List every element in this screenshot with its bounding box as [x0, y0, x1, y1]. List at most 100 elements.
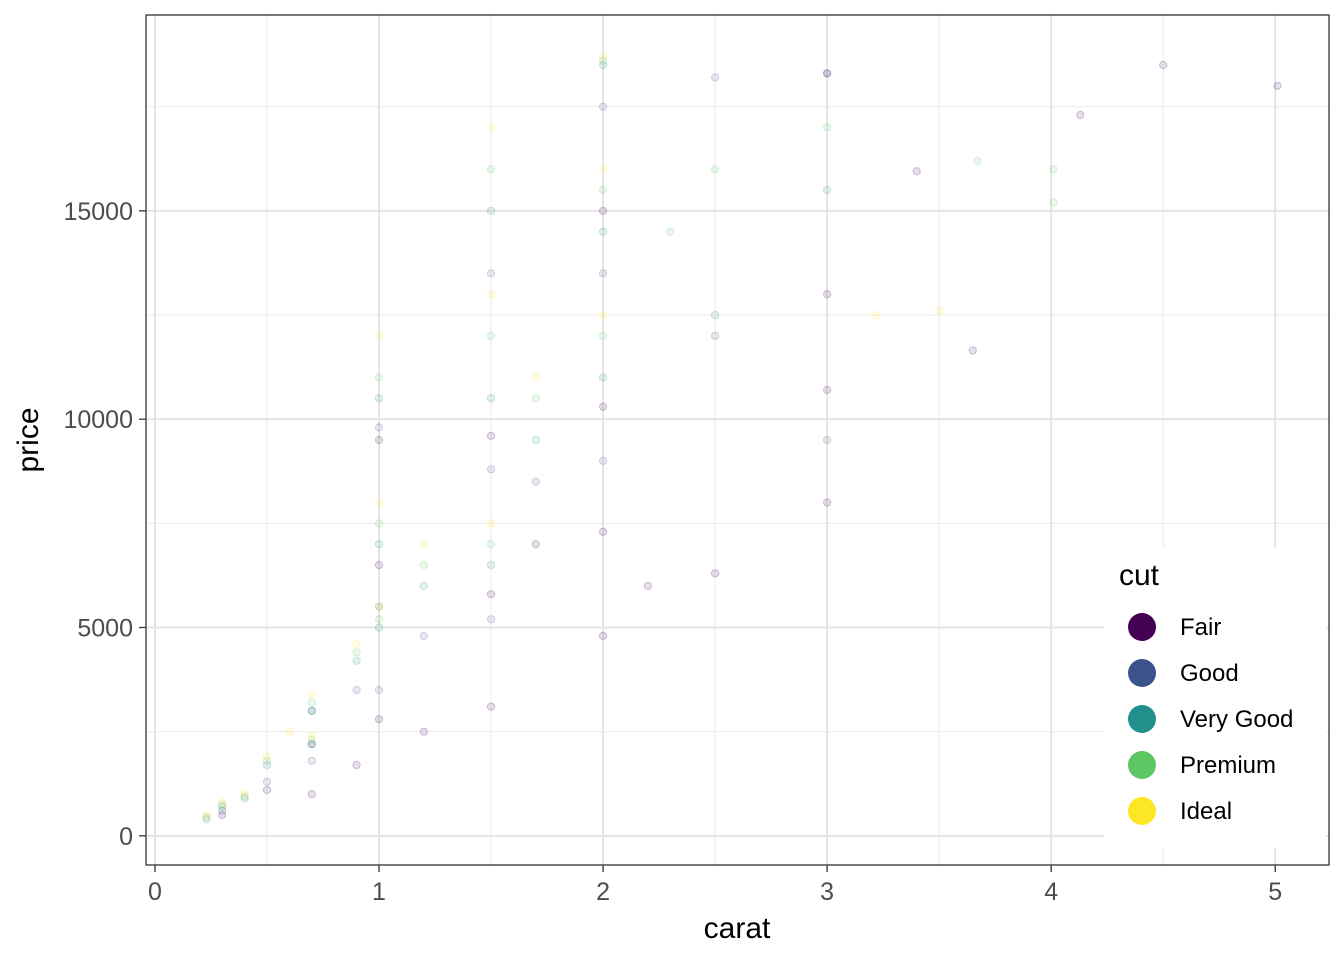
legend-key-fair	[1128, 613, 1156, 641]
data-point	[419, 631, 428, 640]
data-point	[666, 227, 675, 236]
legend-label: Fair	[1180, 614, 1221, 641]
y-axis-title: price	[12, 407, 45, 472]
x-tick-label: 5	[1268, 878, 1282, 906]
data-point	[374, 715, 384, 724]
data-point	[240, 794, 249, 803]
data-point	[352, 640, 361, 649]
data-point	[374, 331, 384, 340]
data-point	[419, 727, 428, 736]
data-point	[374, 685, 384, 695]
legend-label: Ideal	[1180, 798, 1232, 825]
data-point	[598, 52, 608, 61]
data-point	[486, 123, 496, 132]
data-point	[486, 465, 496, 474]
x-tick-label: 3	[820, 878, 834, 906]
data-point	[240, 792, 249, 801]
data-point	[598, 631, 608, 640]
data-point	[486, 615, 496, 624]
data-point	[643, 581, 652, 590]
data-point	[531, 373, 540, 382]
data-point	[374, 560, 384, 570]
data-point	[823, 290, 832, 299]
legend-key-ideal	[1128, 797, 1156, 825]
series-fair	[218, 60, 1282, 820]
scatter-points	[202, 52, 1282, 824]
data-point	[710, 331, 720, 340]
legend-key-premium	[1128, 751, 1156, 779]
data-point	[710, 73, 720, 82]
data-point	[307, 706, 316, 715]
data-point	[262, 756, 272, 765]
minor-gridlines	[146, 15, 1329, 865]
data-point	[823, 435, 832, 445]
x-axis-title: carat	[704, 912, 771, 945]
data-point	[486, 590, 496, 599]
data-point	[598, 456, 608, 465]
data-point	[374, 423, 384, 432]
data-point	[352, 656, 361, 665]
data-point	[823, 69, 832, 78]
series-ideal	[202, 52, 944, 820]
data-point	[1159, 60, 1168, 70]
data-point	[307, 735, 316, 745]
data-point	[218, 802, 227, 811]
data-point	[374, 373, 384, 382]
data-point	[218, 810, 227, 820]
data-point	[598, 331, 608, 340]
data-point	[374, 519, 384, 528]
data-point	[598, 56, 608, 65]
data-point	[1049, 165, 1058, 174]
data-point	[486, 431, 496, 440]
data-point	[374, 623, 384, 632]
data-point	[598, 102, 608, 111]
data-point	[262, 752, 272, 761]
legend-title: cut	[1119, 559, 1160, 592]
data-point	[486, 206, 496, 215]
data-point	[202, 815, 211, 824]
series-good	[218, 69, 832, 815]
data-point	[374, 602, 384, 611]
data-point	[531, 477, 540, 486]
data-point	[352, 648, 361, 657]
x-tick-label: 4	[1044, 878, 1058, 906]
x-axis-ticks: 0 1 2 3 4 5	[148, 865, 1282, 906]
data-point	[486, 269, 496, 278]
legend-label: Good	[1180, 660, 1239, 687]
data-point	[598, 206, 608, 215]
data-point	[823, 498, 832, 507]
data-point	[935, 306, 944, 315]
data-point	[374, 615, 384, 624]
data-point	[307, 740, 316, 749]
data-point	[262, 760, 272, 770]
data-point	[374, 394, 384, 403]
data-point	[307, 740, 316, 749]
data-point	[531, 394, 540, 403]
data-point	[218, 800, 227, 809]
x-tick-label: 0	[148, 878, 162, 906]
legend-key-good	[1128, 659, 1156, 687]
data-point	[262, 785, 272, 795]
x-tick-label: 1	[372, 878, 386, 906]
data-point	[307, 698, 316, 707]
data-point	[1049, 198, 1058, 207]
data-point	[710, 310, 720, 320]
data-point	[419, 560, 428, 570]
data-point	[598, 527, 608, 536]
legend-entries: Fair Good Very Good Premium Ideal	[1128, 613, 1293, 825]
data-point	[823, 123, 832, 132]
data-point	[218, 798, 227, 807]
data-point	[531, 540, 540, 549]
series-premium	[202, 56, 1058, 822]
data-point	[486, 540, 496, 549]
data-point	[352, 685, 361, 695]
data-point	[285, 727, 294, 736]
data-point	[307, 706, 316, 715]
data-point	[262, 777, 272, 786]
legend-label: Very Good	[1180, 706, 1293, 733]
data-point	[598, 185, 608, 195]
data-point	[486, 519, 496, 528]
data-point	[598, 269, 608, 278]
data-point	[352, 760, 361, 770]
